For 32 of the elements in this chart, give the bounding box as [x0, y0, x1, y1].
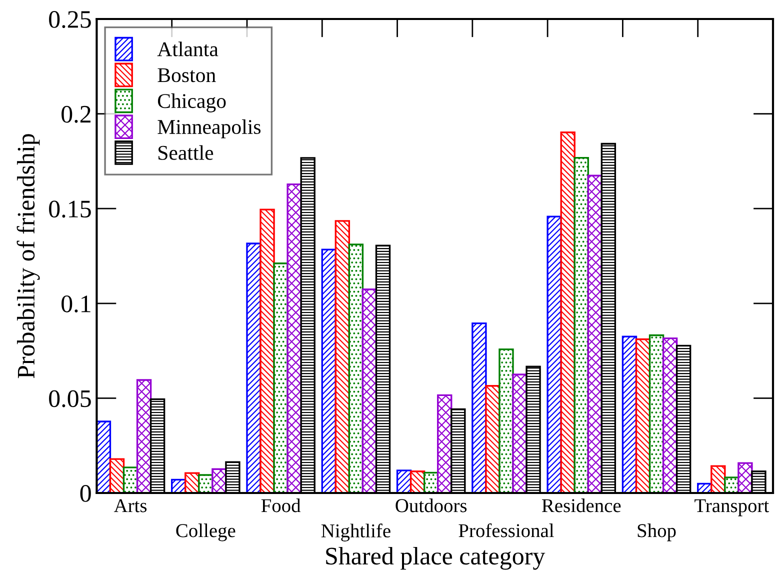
bar	[472, 322, 487, 493]
x-tick-label: Residence	[542, 498, 621, 512]
bar	[498, 348, 514, 493]
legend-label: Atlanta	[157, 42, 218, 56]
x-tick-label: Professional	[458, 523, 554, 538]
bar	[348, 244, 364, 493]
x-tick-label: College	[176, 524, 236, 542]
x-tick-label: Arts	[114, 499, 147, 512]
x-tick-label: Shop	[638, 524, 676, 542]
legend-label: Minneapolis	[158, 119, 261, 138]
bar	[738, 462, 753, 493]
y-tick-label: 0.05	[49, 390, 91, 408]
x-axis-title: Shared place category	[326, 546, 546, 570]
y-tick-label: 0.2	[62, 106, 90, 123]
y-tick-label: 0.15	[49, 200, 91, 218]
x-tick-label: Outdoors	[396, 498, 467, 512]
x-tick-label: Nightlife	[321, 524, 390, 542]
legend-label: Boston	[158, 68, 216, 82]
bar	[260, 208, 275, 493]
x-tick-label: Transport	[694, 499, 770, 516]
y-axis-title: Probability of friendship	[16, 134, 40, 378]
x-tick-label: Food	[261, 498, 301, 512]
y-tick-label: 0.25	[49, 11, 91, 28]
y-tick-label: 0	[80, 485, 91, 502]
y-tick-label: 0.1	[62, 295, 90, 312]
legend-label: Seattle	[158, 145, 214, 160]
bar	[109, 458, 125, 493]
bar	[546, 216, 562, 493]
bar	[136, 379, 152, 493]
bar	[286, 183, 302, 493]
bar	[710, 465, 726, 493]
legend-label: Chicago	[158, 93, 226, 112]
